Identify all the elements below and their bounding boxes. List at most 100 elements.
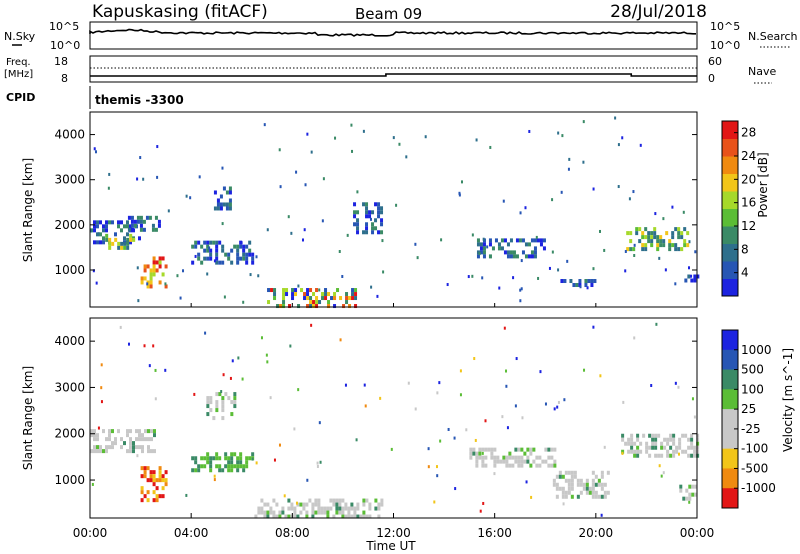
power-cell <box>154 215 158 220</box>
velocity-cell <box>329 498 333 503</box>
power-cell <box>351 292 355 297</box>
power-cell <box>158 256 162 261</box>
power-cell <box>353 214 357 219</box>
velocity-cell <box>209 400 213 405</box>
velocity-cell <box>144 437 147 442</box>
power-cell <box>599 229 602 233</box>
power-cell <box>348 296 352 301</box>
x-tick-label: 08:00 <box>275 526 310 540</box>
power-cell <box>236 244 240 249</box>
velocity-cell <box>96 449 99 454</box>
power-cell <box>569 279 573 284</box>
power-cell <box>216 206 220 211</box>
velocity-cell <box>496 459 500 464</box>
power-cell <box>133 223 137 228</box>
power-cell <box>233 244 237 249</box>
y-tick-label: 4000 <box>54 128 85 142</box>
power-cell <box>629 239 633 244</box>
power-cell <box>350 123 353 127</box>
velocity-cell <box>645 441 649 446</box>
power-cell <box>356 190 359 194</box>
velocity-cell <box>530 495 533 499</box>
power-cell <box>677 247 681 252</box>
power-cell <box>533 246 537 251</box>
velocity-cell <box>478 447 482 452</box>
velocity-cell <box>218 464 222 469</box>
velocity-cell <box>289 344 292 348</box>
power-cell <box>333 304 337 309</box>
power-cell <box>309 288 313 293</box>
velocity-cell <box>681 433 685 438</box>
power-cell <box>255 255 258 259</box>
velocity-cell <box>502 459 506 464</box>
power-cell <box>105 237 109 242</box>
power-cell <box>635 227 639 232</box>
power-colorbar-segment <box>722 156 738 174</box>
velocity-cell <box>645 445 649 450</box>
power-cell <box>582 120 585 124</box>
velocity-cell <box>239 456 243 461</box>
power-cell <box>221 260 225 265</box>
velocity-cell <box>233 400 237 405</box>
power-cell <box>677 235 681 240</box>
power-cell <box>339 296 343 301</box>
power-cell <box>509 250 513 255</box>
velocity-cell <box>515 357 518 361</box>
velocity-cell <box>678 445 682 450</box>
power-cell <box>248 252 252 257</box>
power-cell <box>278 148 281 152</box>
power-cell <box>285 292 289 297</box>
velocity-cell <box>484 447 488 452</box>
power-cell <box>310 150 313 154</box>
power-cell <box>398 142 401 146</box>
velocity-cell <box>655 322 658 326</box>
velocity-panel: 1000 2000 3000 4000 Slant Range [km] <box>21 317 700 519</box>
velocity-cell <box>140 474 144 479</box>
power-cell <box>213 206 217 211</box>
power-cell <box>237 257 240 261</box>
power-cell <box>682 210 685 214</box>
velocity-cell <box>308 498 312 503</box>
velocity-cell <box>654 437 658 442</box>
velocity-cell <box>447 427 450 431</box>
y-tick-label: 2000 <box>54 218 85 232</box>
velocity-cell <box>678 437 682 442</box>
power-cell <box>304 183 307 187</box>
power-cell <box>638 227 642 232</box>
velocity-cell <box>597 482 601 487</box>
velocity-cell <box>685 496 689 501</box>
power-cell <box>206 244 210 249</box>
power-cell <box>221 248 225 253</box>
power-cell <box>659 239 663 244</box>
power-cell <box>557 131 560 135</box>
velocity-cell <box>194 456 198 461</box>
velocity-cell <box>539 370 542 374</box>
velocity-cell <box>687 445 691 450</box>
power-cell <box>677 227 681 232</box>
velocity-cell <box>550 463 554 468</box>
velocity-cell <box>529 447 533 452</box>
velocity-colorbar-segment <box>722 369 738 390</box>
velocity-cell <box>350 502 354 507</box>
power-cell <box>683 239 687 244</box>
power-cell <box>245 244 249 249</box>
velocity-cell <box>136 454 139 458</box>
power-cell <box>140 280 144 285</box>
power-cell <box>345 300 349 305</box>
velocity-cell <box>338 498 342 503</box>
power-cell <box>488 238 492 243</box>
velocity-cell <box>541 459 545 464</box>
power-cell <box>318 288 321 292</box>
power-colorbar-segment <box>722 173 738 192</box>
velocity-cell <box>236 460 240 465</box>
velocity-cell <box>341 514 345 519</box>
power-cell <box>662 243 666 248</box>
velocity-cell <box>290 502 294 507</box>
power-cell <box>650 243 654 248</box>
power-cell <box>560 279 564 284</box>
velocity-cell <box>153 433 156 438</box>
velocity-cell <box>558 486 562 491</box>
power-cell <box>491 246 495 251</box>
power-cell <box>658 256 661 260</box>
velocity-cell <box>135 437 138 442</box>
